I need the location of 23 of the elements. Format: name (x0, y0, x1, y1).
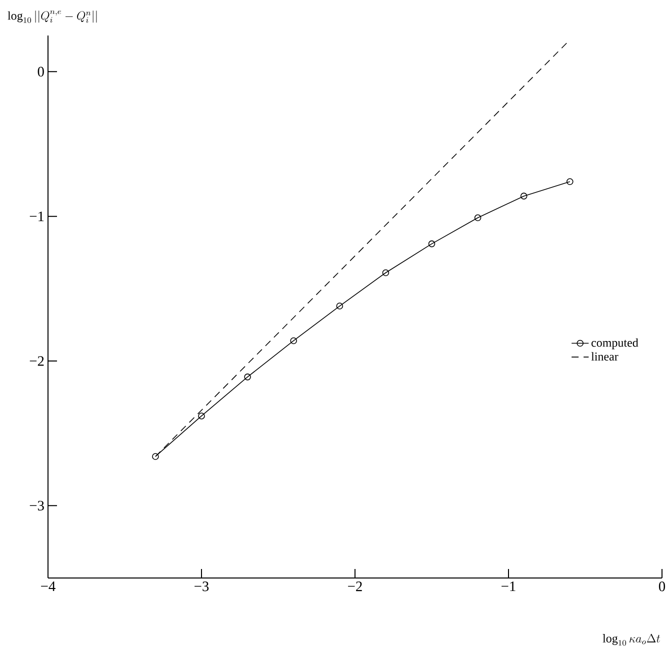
point (244, 374, 251, 380)
point (428, 240, 436, 248)
y-tick-label: −1 (30, 212, 44, 222)
x-axis-title: $\log_{10} \kappa a_o \Delta t$ (602, 634, 660, 646)
legend-label: linear (591, 352, 618, 361)
point (566, 178, 574, 186)
point (382, 269, 390, 276)
legend-label: computed (592, 338, 638, 350)
y-axis-title: $\log_{10} ||Q_i^{n,e}-Q_i^n||$ (8, 10, 97, 23)
y-tick-label: −2 (30, 356, 44, 366)
x-tick-label: −2 (348, 582, 362, 592)
point (336, 302, 344, 310)
point (198, 412, 205, 420)
x-tick-label: −1 (502, 582, 516, 592)
point (474, 214, 482, 222)
y-tick-label: −3 (30, 500, 44, 511)
point (290, 337, 297, 344)
x-tick-label: −4 (41, 582, 56, 592)
point (520, 192, 528, 200)
x-tick-label: 0 (658, 582, 666, 592)
point (152, 453, 159, 460)
y-tick-label: 0 (38, 66, 44, 77)
x-tick-label: −3 (194, 582, 209, 592)
